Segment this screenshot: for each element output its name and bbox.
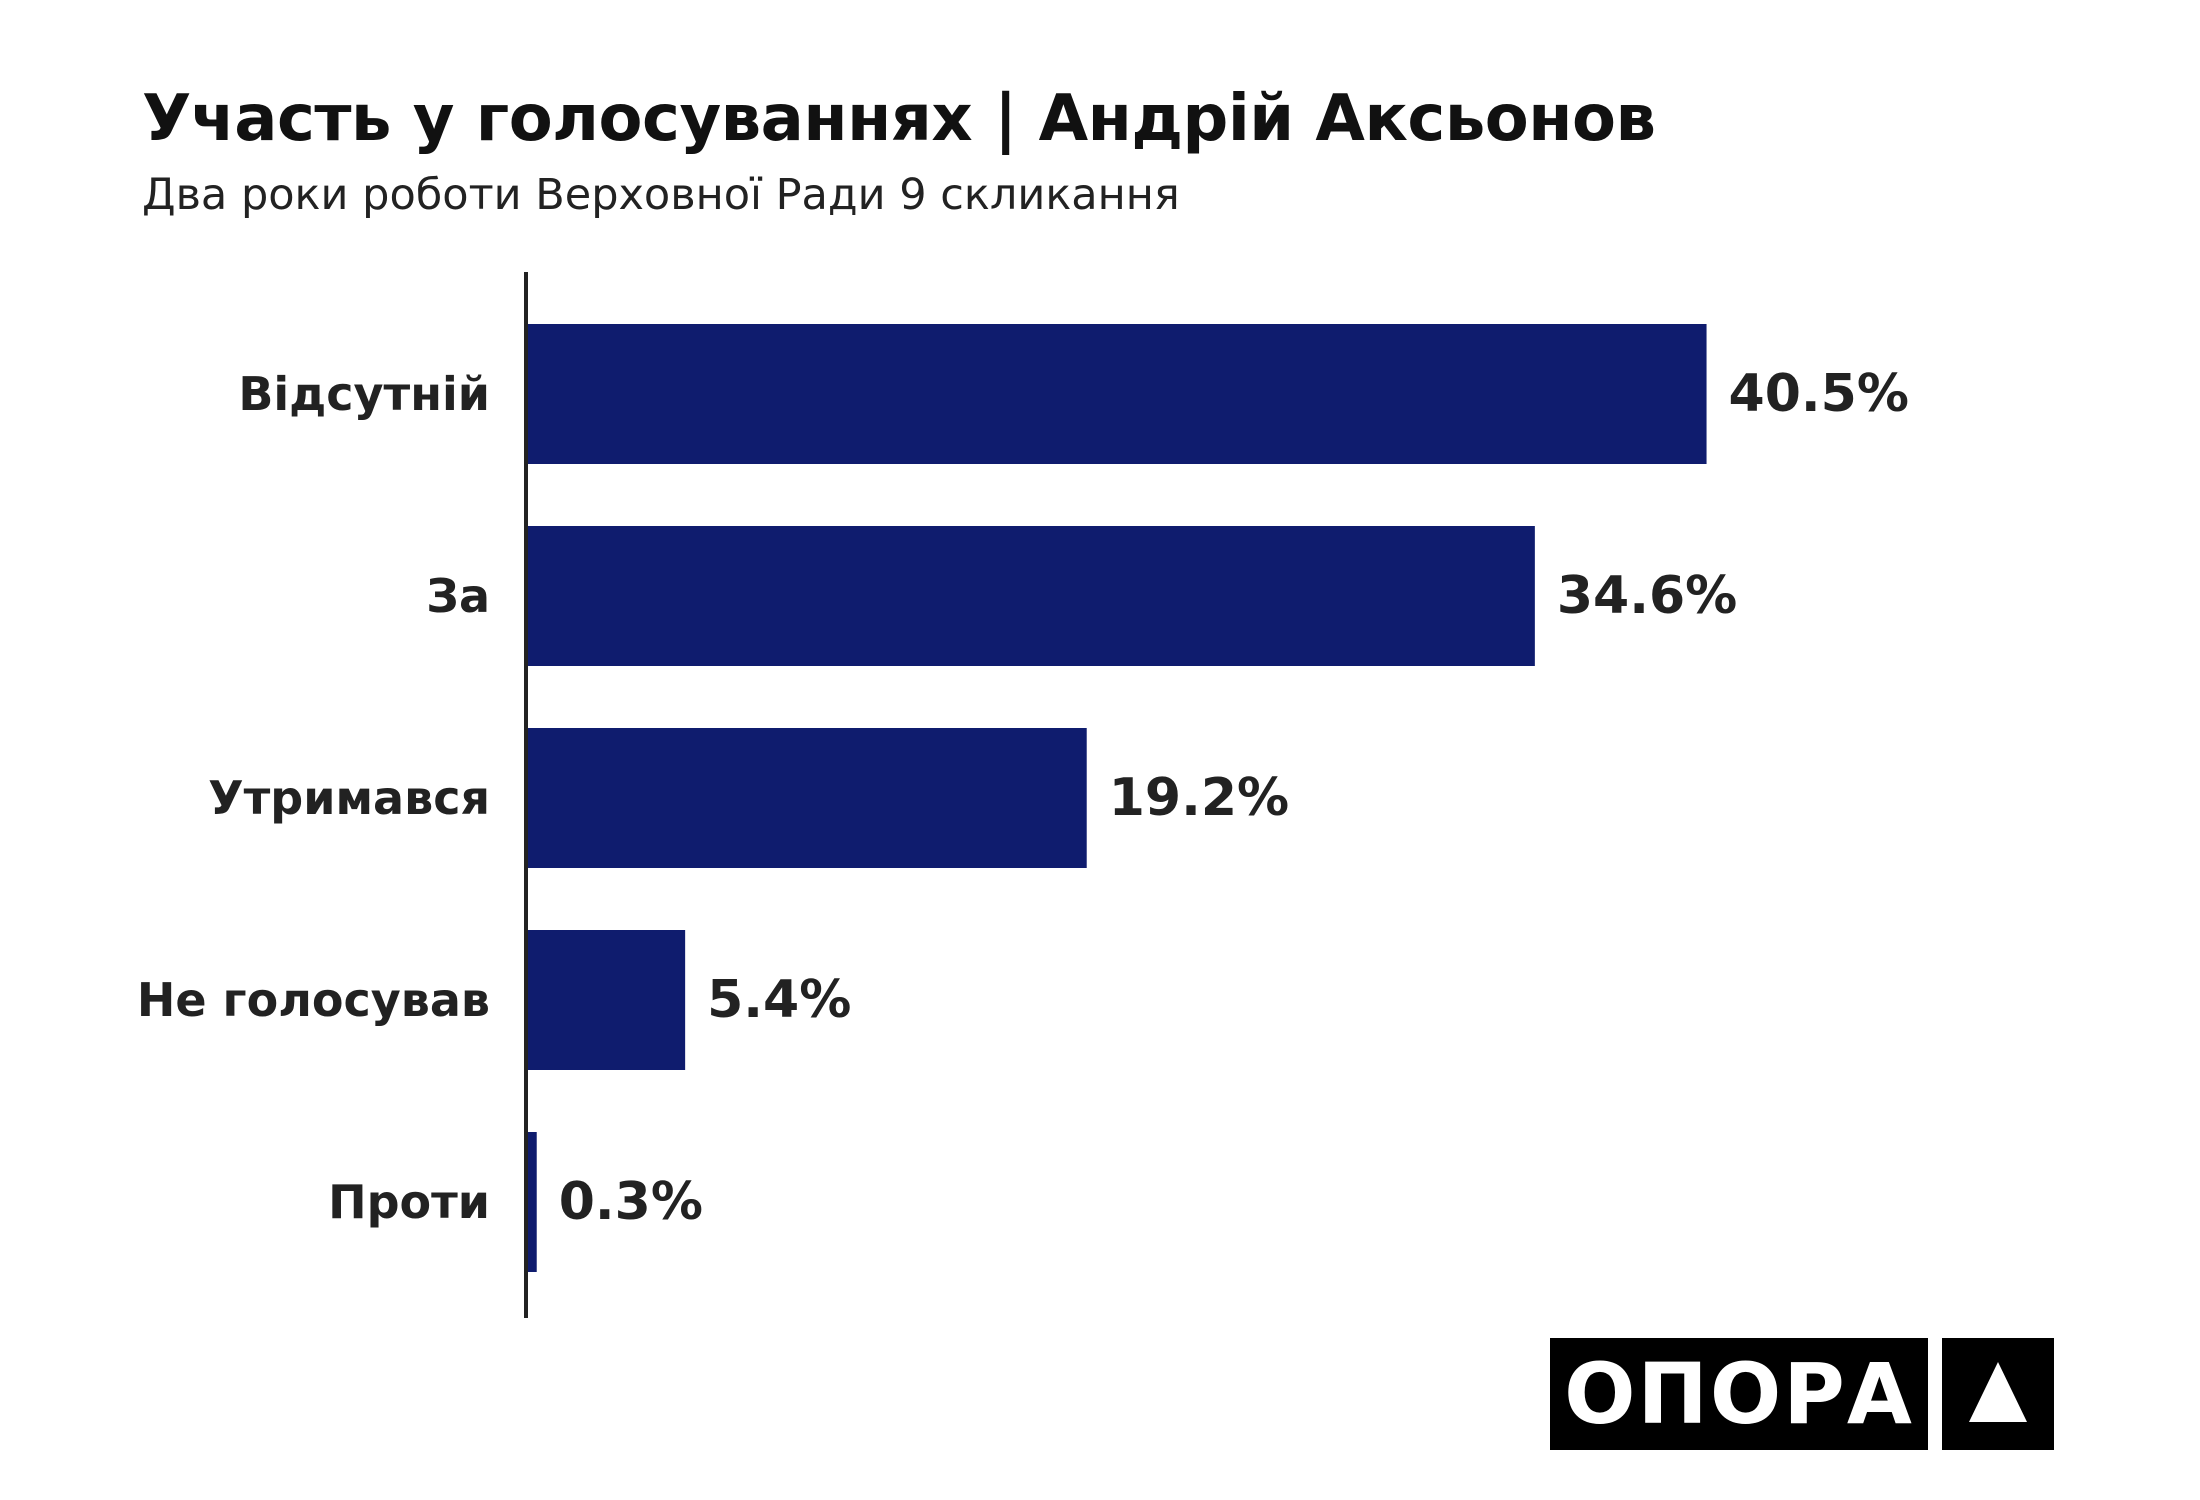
category-label: Утримався [208,771,490,825]
bar-1 [528,526,1535,666]
value-label: 0.3% [559,1172,703,1232]
logo-wordmark: ОПОРА [1564,1345,1914,1443]
category-label: За [426,569,490,623]
category-label: Проти [328,1175,490,1229]
value-label: 40.5% [1729,364,1909,424]
logo-triangle-box [1942,1338,2054,1450]
value-label: 5.4% [707,970,851,1030]
category-label: Не голосував [137,973,490,1027]
bar-3 [528,930,686,1070]
category-label: Відсутній [238,367,490,421]
chart-subtitle: Два роки роботи Верховної Ради 9 скликан… [142,170,1180,220]
opora-logo: ОПОРА [1550,1338,1928,1450]
chart-title: Участь у голосуваннях | Андрій Аксьонов [142,82,1656,156]
bar-4 [528,1132,537,1272]
value-label: 34.6% [1557,566,1737,626]
bar-0 [528,324,1707,464]
value-label: 19.2% [1109,768,1289,828]
triangle-icon [1969,1362,2027,1422]
bar-2 [528,728,1087,868]
